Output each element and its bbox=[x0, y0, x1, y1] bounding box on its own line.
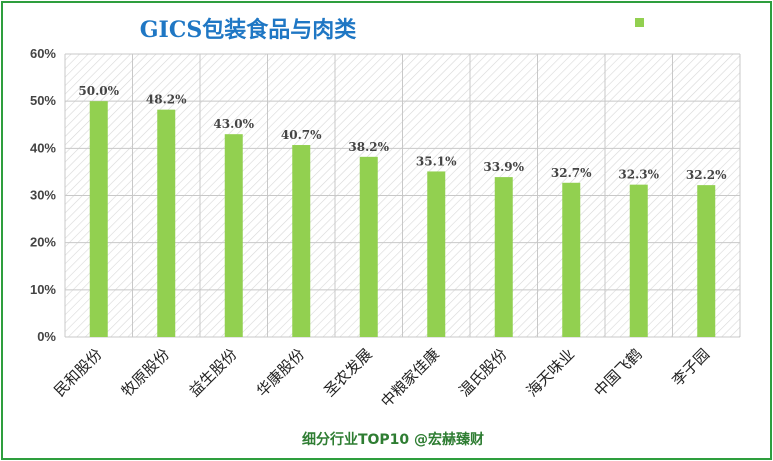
y-tick-label: 10% bbox=[30, 282, 56, 297]
x-tick-label: 圣农发展 bbox=[320, 345, 375, 400]
x-tick-label: 民和股份 bbox=[50, 345, 105, 400]
bar bbox=[157, 109, 176, 337]
data-labels: 50.0% 48.2% 43.0% 40.7% 38.2% 35.1% 33.9% 32.7%… bbox=[78, 84, 727, 182]
x-tick-label: 益生股份 bbox=[185, 345, 240, 400]
data-label: 32.2% bbox=[686, 168, 727, 182]
data-label: 50.0% bbox=[78, 84, 119, 98]
bar bbox=[224, 134, 243, 337]
bar bbox=[359, 156, 378, 337]
x-tick-label: 牧原股份 bbox=[118, 345, 173, 400]
data-label: 38.2% bbox=[348, 140, 389, 154]
y-tick-label: 30% bbox=[30, 188, 56, 203]
x-tick-label: 李子园 bbox=[669, 345, 714, 390]
bar bbox=[697, 185, 716, 337]
bar bbox=[292, 145, 311, 337]
y-tick-label: 0% bbox=[37, 329, 56, 344]
x-tick-label: 中国飞鹤 bbox=[590, 345, 645, 400]
data-label: 32.3% bbox=[618, 168, 659, 182]
y-tick-label: 40% bbox=[30, 140, 56, 155]
data-label: 35.1% bbox=[416, 154, 457, 168]
bars bbox=[89, 101, 716, 338]
y-axis: 0% 10% 20% 30% 40% 50% 60% bbox=[30, 46, 56, 344]
x-axis-labels: 民和股份 牧原股份 益生股份 华康股份 圣农发展 中粮家佳康 温氏股份 海天味业 中国飞鹤 李子园 bbox=[50, 345, 713, 411]
x-tick-label: 温氏股份 bbox=[455, 345, 510, 400]
y-tick-label: 60% bbox=[30, 46, 56, 61]
legend-swatch bbox=[635, 18, 644, 27]
x-tick-label: 中粮家佳康 bbox=[377, 345, 443, 411]
data-label: 48.2% bbox=[146, 93, 187, 107]
data-label: 43.0% bbox=[213, 117, 254, 131]
bar bbox=[89, 101, 108, 338]
data-label: 33.9% bbox=[483, 160, 524, 174]
bar bbox=[494, 177, 513, 337]
legend: ROE* bbox=[635, 14, 688, 31]
legend-label: ROE* bbox=[648, 14, 688, 31]
chart-canvas: GICS包装食品与肉类 ROE* 0% 10% 20% 30% 40% 50% 60% 50… bbox=[30, 14, 741, 448]
bar bbox=[562, 182, 581, 337]
y-tick-label: 20% bbox=[30, 235, 56, 250]
footer-caption: 细分行业TOP10 @宏赫臻财 bbox=[302, 431, 484, 448]
x-tick-label: 海天味业 bbox=[523, 345, 578, 400]
y-tick-label: 50% bbox=[30, 93, 56, 108]
bar bbox=[427, 171, 446, 337]
data-label: 40.7% bbox=[281, 128, 322, 142]
bar bbox=[629, 184, 648, 337]
data-label: 32.7% bbox=[551, 166, 592, 180]
gridlines bbox=[64, 53, 741, 338]
x-tick-label: 华康股份 bbox=[253, 345, 308, 400]
chart-title: GICS包装食品与肉类 bbox=[140, 17, 357, 43]
